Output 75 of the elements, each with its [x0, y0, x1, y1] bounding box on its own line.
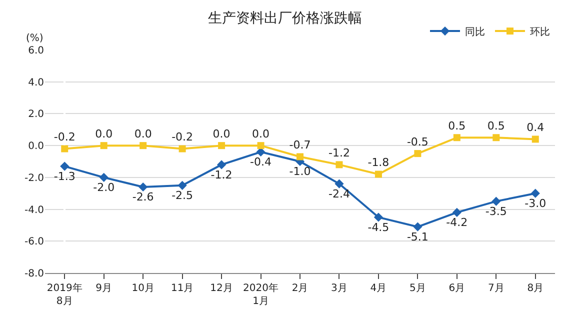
x-tick-label: 3月: [331, 283, 348, 294]
data-label: -0.4: [250, 156, 272, 169]
data-label: 0.0: [95, 127, 113, 140]
data-label: -0.7: [289, 138, 311, 152]
legend-label: 环比: [530, 26, 550, 38]
data-label: 0.5: [448, 119, 466, 132]
data-label: -1.3: [54, 170, 76, 183]
point: [178, 180, 187, 190]
data-label: -3.5: [485, 204, 507, 218]
point: [216, 160, 226, 170]
data-label: 0.4: [526, 121, 544, 134]
point: [492, 196, 501, 206]
point: [336, 161, 343, 168]
x-tick-label: 8月: [527, 283, 544, 294]
point: [453, 134, 460, 142]
point: [532, 136, 539, 143]
data-label: 0.0: [134, 127, 152, 140]
data-label: -1.2: [328, 146, 350, 160]
chart-title: 生产资料出厂价格涨跌幅: [208, 10, 362, 27]
x-tick-label: 7月: [488, 283, 504, 294]
x-tick-label: 12月: [210, 283, 233, 294]
data-label: -0.2: [172, 130, 194, 144]
x-tick-label: 11月: [170, 283, 194, 294]
point: [60, 162, 70, 171]
x-tick-label: 9月: [96, 283, 112, 294]
point: [138, 182, 148, 192]
data-label: -1.8: [368, 156, 390, 170]
data-label: -5.1: [406, 230, 428, 244]
data-label: -0.2: [54, 130, 76, 144]
data-label: -2.5: [172, 189, 194, 202]
legend-label: 同比: [465, 26, 485, 38]
y-tick-label: 6.0: [28, 46, 44, 56]
data-label: -0.5: [406, 135, 428, 148]
y-tick-label: 4.0: [28, 77, 44, 88]
x-tick-label: 2020年 1月: [243, 282, 278, 307]
x-tick-label: 5月: [410, 283, 426, 294]
x-tick-label: 10月: [132, 283, 154, 294]
y-tick-label: -8.0: [24, 268, 44, 280]
point: [414, 150, 422, 158]
x-tick-label: 2019年 8月: [46, 282, 82, 307]
y-tick-label: 0.0: [28, 141, 44, 152]
data-label: -2.6: [132, 190, 154, 204]
y-tick-label: 2.0: [28, 109, 44, 120]
x-tick-label: 2月: [292, 283, 308, 294]
point: [178, 145, 186, 152]
y-axis-title: (%): [26, 33, 44, 44]
point: [334, 179, 344, 188]
data-label: -2.4: [328, 187, 350, 200]
point: [218, 142, 226, 150]
point: [374, 212, 384, 222]
point: [61, 145, 68, 152]
data-label: 0.0: [212, 127, 230, 140]
point: [492, 134, 500, 142]
y-tick-label: -4.0: [24, 204, 44, 216]
point: [374, 170, 382, 178]
point: [413, 222, 422, 232]
data-label: -4.2: [446, 216, 468, 230]
y-tick-label: -2.0: [24, 172, 44, 184]
data-label: -1.2: [210, 168, 232, 182]
data-label: 0.0: [252, 127, 270, 140]
data-label: -4.5: [368, 220, 390, 234]
point: [452, 208, 462, 218]
x-tick-label: 4月: [370, 283, 387, 294]
point: [99, 172, 108, 182]
data-label: -3.0: [524, 196, 546, 210]
point: [257, 142, 264, 150]
data-label: -1.0: [289, 165, 311, 178]
point: [100, 142, 108, 150]
point: [296, 153, 304, 160]
data-label: -2.0: [93, 181, 115, 194]
data-label: 0.5: [487, 119, 505, 132]
y-tick-label: -6.0: [24, 236, 44, 248]
point: [140, 142, 147, 150]
x-tick-label: 6月: [448, 283, 466, 294]
point: [530, 188, 540, 198]
